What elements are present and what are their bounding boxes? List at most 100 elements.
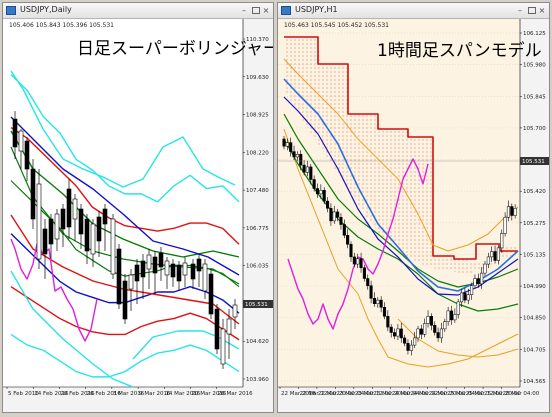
hourly-date-tick: 22 Mar 2016 <box>281 391 316 397</box>
hourly-candle-body <box>379 299 383 308</box>
hourly-candle-body <box>506 206 510 218</box>
hourly-candle-body <box>443 321 447 330</box>
daily-overlay-label: 日足スーパーボリンジャー <box>77 39 273 59</box>
hourly-candle-body <box>386 316 390 328</box>
daily-candle-body <box>42 228 48 255</box>
daily-candle-body <box>36 183 42 260</box>
hourly-date-tick: 24 Mar 20:00 <box>429 391 466 397</box>
hourly-candle-body <box>342 224 346 236</box>
maximize-icon[interactable] <box>252 7 260 14</box>
maximize-icon[interactable] <box>528 7 536 14</box>
hourly-candle-body <box>376 299 380 304</box>
hourly-candle-body <box>406 343 410 351</box>
daily-candle-body <box>208 273 214 315</box>
minimize-icon[interactable]: – <box>242 6 246 15</box>
hourly-chart-titlebar[interactable]: USDJPY,H1 – × <box>278 3 549 19</box>
hourly-candle-body <box>396 328 400 337</box>
hourly-chart-window[interactable]: USDJPY,H1 – × 105.463 105.545 105.452 10… <box>277 2 550 413</box>
hourly-candle-body <box>416 328 420 339</box>
bb-upper-1sigma-trace <box>10 130 240 258</box>
hourly-candle-body <box>382 307 387 317</box>
chart-icon <box>6 6 16 15</box>
hourly-candle-body <box>439 328 443 339</box>
hourly-candle-body <box>352 256 356 265</box>
daily-candle-body <box>196 258 202 272</box>
hourly-candle-body <box>486 256 490 265</box>
hourly-candle-body <box>419 328 423 335</box>
daily-candle-body <box>190 263 196 280</box>
hourly-candle-body <box>393 332 397 337</box>
hourly-price-tick: 104.705 <box>523 347 546 353</box>
close-icon[interactable]: × <box>538 6 546 15</box>
hourly-candle-body <box>369 285 373 299</box>
hourly-candle-body <box>372 298 377 304</box>
hourly-candle-body <box>292 151 296 158</box>
daily-candle-body <box>214 308 220 350</box>
hourly-candle-body <box>332 211 336 222</box>
daily-candle-body <box>122 280 128 320</box>
daily-chart-window[interactable]: USDJPY,Daily – × 105.406 105.843 105.396… <box>2 2 274 413</box>
hourly-candle-body <box>295 154 299 158</box>
hourly-candle-body <box>473 278 477 286</box>
daily-candle-body <box>30 168 36 220</box>
hourly-candle-body <box>326 200 330 209</box>
daily-price-tick: 109.630 <box>246 75 269 81</box>
hourly-candle-body <box>470 285 474 295</box>
orange-band-upper <box>283 58 519 252</box>
orange-band-lower <box>283 128 519 368</box>
daily-candle-body <box>66 188 72 228</box>
daily-candle-body <box>12 118 18 148</box>
bb-lower-2sigma <box>10 333 240 378</box>
bb-upper-3sigma <box>10 74 240 203</box>
hourly-candle-body <box>299 154 303 166</box>
hourly-candle-body <box>463 292 467 301</box>
current-price-box <box>520 157 549 165</box>
hourly-candle-body <box>466 294 470 301</box>
hourly-candle-body <box>359 258 363 268</box>
hourly-candle-body <box>312 179 316 189</box>
daily-candle-body <box>128 274 134 290</box>
hourly-candle-body <box>453 314 457 321</box>
hourly-date-tick: 28 Mar 04:00 <box>503 391 540 397</box>
hourly-chart-canvas[interactable]: 105.463 105.545 105.452 105.531 1時間足スパンモ… <box>278 19 549 412</box>
chikou-span <box>287 158 429 330</box>
hourly-candle-body <box>490 251 494 258</box>
hourly-candle-body <box>503 217 507 234</box>
hourly-price-tick: 104.565 <box>523 379 546 385</box>
hourly-candle-body <box>493 251 497 261</box>
hourly-candle-body <box>289 142 293 152</box>
minimize-icon[interactable]: – <box>518 6 522 15</box>
bb-upper-3sigma-trace <box>10 70 236 188</box>
daily-date-tick: 5 Feb 2016 <box>8 391 39 397</box>
daily-date-tick: 26 Feb 2016 <box>87 391 122 397</box>
daily-candle-body <box>164 260 170 276</box>
chikou-span <box>10 238 98 342</box>
span-red-line <box>284 36 518 260</box>
daily-chart-canvas[interactable]: 105.406 105.843 105.396 105.531 日足スーパーボリ… <box>3 19 273 412</box>
hourly-candle-body <box>389 326 393 333</box>
hourly-candle-body <box>346 235 350 245</box>
current-price-label: 105.531 <box>245 302 268 308</box>
hourly-candle-body <box>500 233 504 249</box>
close-icon[interactable]: × <box>262 6 270 15</box>
hourly-candle-body <box>436 332 440 339</box>
hourly-price-tick: 104.990 <box>523 284 546 290</box>
span-cloud <box>284 37 518 274</box>
hourly-candle-body <box>423 323 427 335</box>
hourly-candle-body <box>302 164 306 173</box>
daily-candles <box>12 111 238 369</box>
daily-candle-body <box>176 264 182 282</box>
hourly-price-tick: 104.850 <box>523 316 546 322</box>
daily-candle-body <box>78 208 84 235</box>
hourly-candle-body <box>282 138 286 147</box>
daily-candle-body <box>90 223 96 255</box>
hourly-date-tick: 22 Mar 20:00 <box>318 391 355 397</box>
hourly-candle-body <box>403 337 407 344</box>
daily-price-tick: 107.480 <box>246 188 269 194</box>
hourly-date-tick: 25 Mar 04:00 <box>447 391 484 397</box>
hourly-candle-body <box>426 316 430 324</box>
daily-chart-titlebar[interactable]: USDJPY,Daily – × <box>3 3 273 19</box>
hourly-candle-body <box>510 206 514 216</box>
